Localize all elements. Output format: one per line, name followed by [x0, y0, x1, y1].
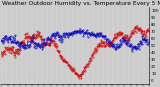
Title: Milwaukee Weather Outdoor Humidity vs. Temperature Every 5 Minutes: Milwaukee Weather Outdoor Humidity vs. T…: [0, 1, 160, 6]
